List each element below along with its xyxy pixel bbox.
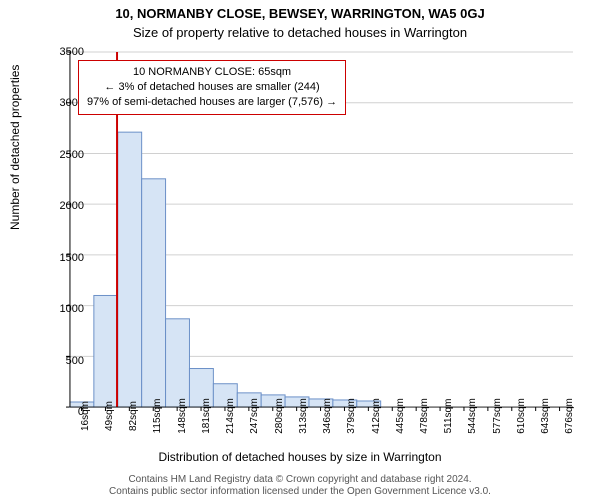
x-tick-label: 577sqm: [492, 398, 503, 434]
y-axis-label: Number of detached properties: [8, 65, 22, 230]
x-tick-label: 82sqm: [128, 401, 139, 431]
x-tick-label: 247sqm: [249, 398, 260, 434]
annotation-box: 10 NORMANBY CLOSE: 65sqm ← 3% of detache…: [78, 60, 346, 115]
x-tick-label: 115sqm: [152, 399, 163, 434]
x-axis-label: Distribution of detached houses by size …: [0, 450, 600, 464]
footer: Contains HM Land Registry data © Crown c…: [0, 474, 600, 498]
y-tick-label: 1000: [44, 303, 84, 315]
annotation-line-3: 97% of semi-detached houses are larger (…: [87, 95, 337, 110]
page-title: 10, NORMANBY CLOSE, BEWSEY, WARRINGTON, …: [0, 0, 600, 21]
x-tick-label: 280sqm: [274, 398, 285, 434]
footer-line-1: Contains HM Land Registry data © Crown c…: [0, 474, 600, 486]
x-tick-label: 478sqm: [419, 398, 430, 434]
x-tick-label: 313sqm: [298, 398, 309, 434]
page-subtitle: Size of property relative to detached ho…: [0, 21, 600, 40]
x-tick-label: 511sqm: [443, 399, 454, 434]
x-tick-label: 148sqm: [177, 398, 188, 434]
y-tick-label: 2500: [44, 149, 84, 161]
x-tick-label: 379sqm: [346, 398, 357, 434]
y-tick-label: 1500: [44, 252, 84, 264]
x-tick-label: 445sqm: [395, 398, 406, 434]
annotation-line-1: 10 NORMANBY CLOSE: 65sqm: [87, 65, 337, 80]
y-tick-label: 2000: [44, 200, 84, 212]
x-tick-label: 214sqm: [225, 398, 236, 434]
y-tick-label: 3500: [44, 46, 84, 58]
y-tick-label: 0: [44, 406, 84, 418]
chart-container: { "header": { "address": "10, NORMANBY C…: [0, 0, 600, 500]
x-tick-label: 544sqm: [467, 398, 478, 434]
y-tick-label: 500: [44, 355, 84, 367]
x-tick-label: 643sqm: [540, 398, 551, 434]
x-tick-label: 412sqm: [371, 398, 382, 434]
annotation-line-2: ← 3% of detached houses are smaller (244…: [87, 80, 337, 95]
x-tick-label: 676sqm: [564, 398, 575, 434]
footer-line-2: Contains public sector information licen…: [0, 486, 600, 498]
x-tick-label: 610sqm: [516, 398, 527, 434]
x-tick-label: 181sqm: [201, 398, 212, 434]
x-tick-label: 346sqm: [322, 398, 333, 434]
x-tick-label: 16sqm: [80, 401, 91, 431]
x-tick-label: 49sqm: [104, 401, 115, 431]
